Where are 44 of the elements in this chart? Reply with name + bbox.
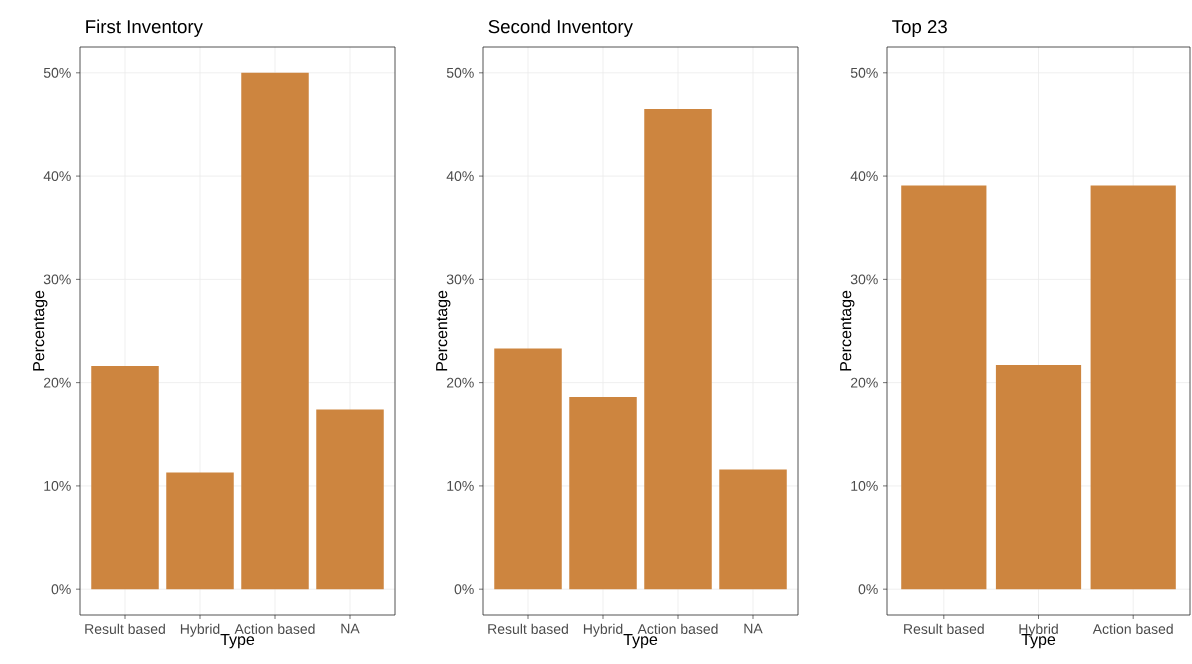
x-tick-label: NA [341,623,360,634]
y-tick-label: 20% [43,377,71,388]
x-tick-label: Result based [488,623,568,634]
y-tick-label: 30% [850,274,878,285]
y-tick-label: 50% [43,67,71,78]
bar [91,366,159,590]
y-tick-label: 30% [43,274,71,285]
x-tick-label: Action based [1092,623,1173,634]
y-tick-label: 50% [850,67,878,78]
y-tick-label: 20% [446,377,474,388]
chart-title: First Inventory [86,19,203,37]
bar [316,409,384,590]
x-tick-label: Action based [637,623,718,634]
y-tick-label: 40% [850,171,878,182]
y-axis-title: Percentage [436,290,451,371]
x-axis-title: Type [220,633,255,649]
x-tick-label: Hybrid [583,623,623,637]
bar [644,108,712,590]
y-tick-label: 10% [851,480,878,491]
y-tick-label: 20% [850,377,878,388]
x-tick-label: Hybrid [180,623,220,637]
x-tick-label: NA [744,623,763,634]
y-tick-label: 0% [51,584,71,595]
y-tick-label: 40% [446,171,474,182]
bar [569,397,637,590]
chart-title: Second Inventory [488,19,633,37]
x-tick-label: Action based [234,623,315,634]
bar [166,472,234,590]
y-tick-label: 0% [858,584,878,595]
bar [719,469,787,590]
y-tick-label: 40% [43,171,71,182]
chart-title: Top 23 [892,20,947,37]
y-tick-label: 10% [447,480,474,491]
y-tick-label: 0% [454,584,474,595]
y-tick-label: 50% [446,67,474,78]
bar [241,72,309,590]
y-axis-title: Percentage [33,290,48,371]
x-axis-title: Type [623,633,658,649]
bar [494,348,562,590]
x-tick-label: Result based [85,623,165,634]
y-tick-label: 10% [44,480,71,491]
y-tick-label: 30% [446,274,474,285]
x-tick-label: Result based [904,623,984,634]
y-axis-title: Percentage [840,290,855,371]
